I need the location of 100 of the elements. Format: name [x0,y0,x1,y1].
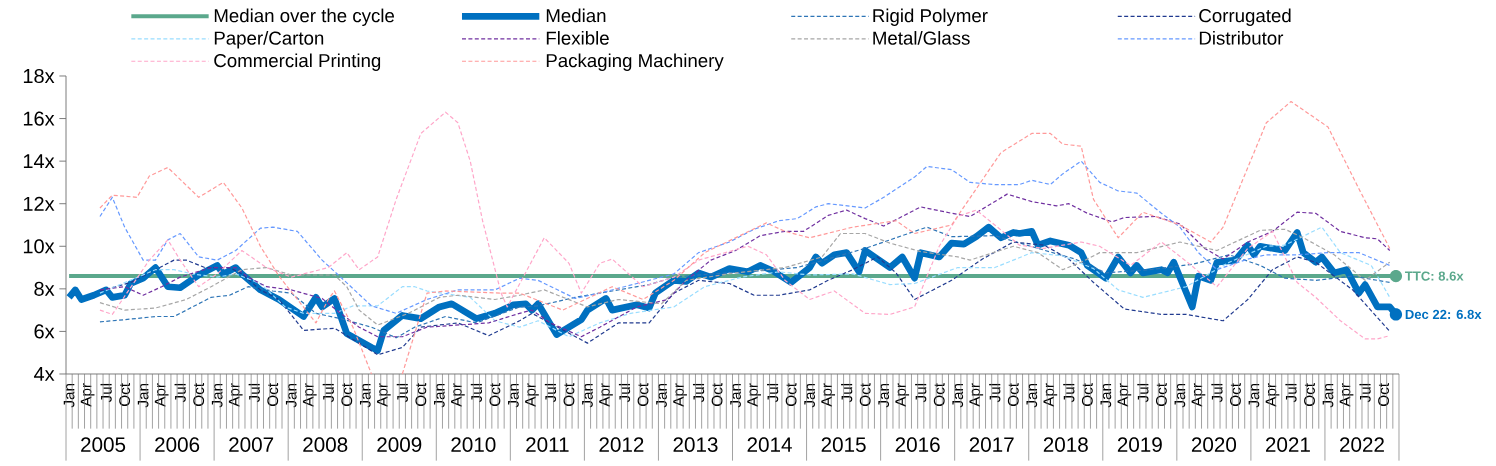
text: 2021 [1265,437,1310,452]
x-tick-label: Apr [673,383,687,407]
legend-label: Corrugated [1199,8,1291,26]
legend-label: Paper/Carton [214,31,324,49]
legend-label: Flexible [546,31,609,45]
x-tick-label: Jan [730,383,741,408]
x-tick-label: Jul [174,383,186,403]
x-tick-label: Oct [1378,383,1389,407]
x-tick-label: Jan [582,383,593,408]
x-tick-label: Oct [1155,383,1167,407]
x-tick-label: Jan [878,383,890,408]
x-tick-label: Apr [154,383,169,407]
x-tick-label: Apr [80,383,95,407]
x-tick-label: Oct [489,383,501,407]
x-tick-label: Apr [599,383,613,407]
x-tick-label: Oct [1081,383,1093,407]
x-tick-label: Jul [1359,383,1371,403]
y-tick-label: 12x [23,196,55,211]
x-tick-label: Jan [952,383,964,408]
x-tick-label: Oct [711,383,723,407]
text: 2008 [303,437,348,452]
x-tick-label: Jul [692,383,705,403]
x-tick-label: Oct [859,383,871,407]
text: 2006 [155,437,200,452]
x-tick-label: Jul [1063,383,1075,403]
x-tick-label: Apr [1339,383,1354,407]
text: 2017 [969,437,1014,452]
x-tick-label: Jan [804,383,815,408]
line-series [99,160,1391,314]
x-tick-label: Jul [248,383,260,403]
text: 2009 [377,437,422,452]
x-tick-label: Jul [1285,383,1297,403]
legend-label: Packaging Machinery [546,53,724,71]
x-tick-label: Jul [841,383,853,403]
x-tick-label: Oct [193,383,205,407]
x-tick-label: Jul [396,383,408,403]
text: 2019 [1117,437,1162,452]
text: 2022 [1340,437,1384,452]
x-tick-label: Jul [470,383,483,403]
text: 2011 [526,437,569,452]
x-tick-label: Apr [747,383,761,407]
legend-label: Median over the cycle [214,8,395,26]
x-tick-label: Apr [895,383,910,407]
legend-label: Median [546,8,606,23]
text: 2013 [673,437,718,452]
x-tick-label: Oct [415,383,427,407]
y-tick-label: 18x [23,68,55,84]
x-tick-label: Apr [376,383,391,407]
x-tick-label: Oct [341,383,353,407]
x-tick-label: Oct [637,383,649,407]
x-tick-label: Jan [1248,383,1260,408]
x-tick-label: Jul [618,383,631,403]
y-tick-label: 4x [33,367,55,381]
x-tick-label: Oct [119,383,131,407]
x-tick-label: Jan [1174,383,1186,408]
x-tick-label: Jul [915,383,927,403]
x-tick-label: Jul [322,383,334,403]
text: 2018 [1043,437,1088,452]
x-tick-label: Oct [1304,383,1315,407]
legend-label: Metal/Glass [873,31,970,45]
x-tick-label: Jul [767,383,779,403]
legend-label: Rigid Polymer [873,8,988,26]
text: 2012 [599,437,644,452]
x-tick-label: Apr [451,383,465,407]
text: 2015 [821,437,866,452]
y-tick-label: 14x [23,154,55,169]
x-tick-label: Jan [656,383,667,408]
x-tick-label: Apr [821,383,836,407]
annotation: Dec 22: 6.8x [1405,309,1482,320]
x-tick-label: Jul [989,383,1001,403]
legend-label: Distributor [1199,31,1284,45]
text: 2007 [229,437,274,452]
x-tick-label: Jul [1137,383,1149,403]
text: 2014 [747,437,792,452]
x-tick-label: Jan [285,383,297,408]
x-tick-label: Oct [933,383,945,407]
x-tick-label: Apr [969,383,984,407]
line-series [99,241,1391,356]
x-tick-label: Jan [137,383,149,408]
x-tick-label: Apr [1265,383,1280,407]
y-tick-label: 6x [34,324,55,339]
x-tick-label: Jan [508,383,519,408]
x-tick-label: Oct [267,383,279,407]
annotation: TTC: 8.6x [1404,271,1464,281]
x-tick-label: Jan [434,383,445,408]
y-tick-label: 16x [23,111,55,126]
y-tick-label: 10x [23,239,55,254]
x-tick-label: Jul [100,383,112,403]
text: 2005 [81,437,126,452]
x-tick-label: Oct [1007,383,1019,407]
x-tick-label: Jul [544,383,557,403]
x-tick-label: Jan [1322,383,1334,408]
text: 2020 [1191,437,1237,452]
x-tick-label: Apr [228,383,243,407]
x-tick-label: Oct [1230,383,1241,407]
x-tick-label: Jan [1026,383,1038,408]
y-tick-label: 8x [34,281,55,296]
x-tick-label: Apr [1043,383,1058,407]
x-tick-label: Apr [525,383,539,407]
x-tick-label: Jan [211,383,223,408]
